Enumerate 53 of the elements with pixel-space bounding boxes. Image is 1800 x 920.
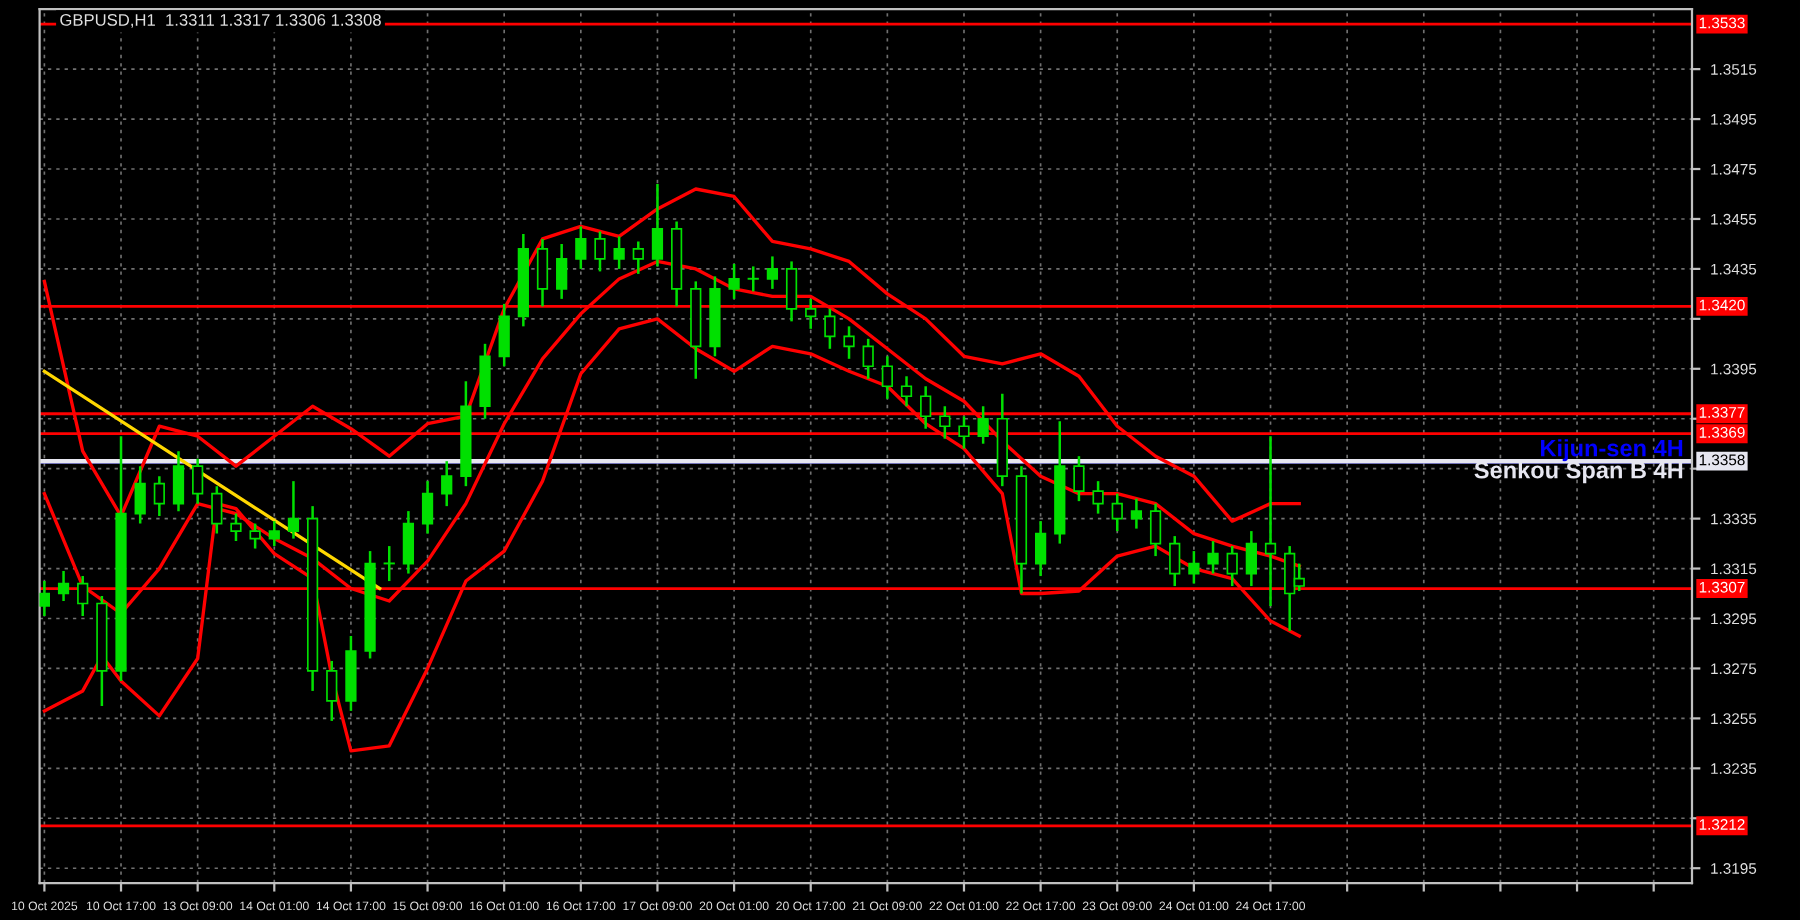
candlestick bbox=[613, 235, 625, 271]
candlestick bbox=[1245, 529, 1257, 588]
candlestick bbox=[383, 544, 395, 583]
candlestick bbox=[57, 569, 70, 603]
candlestick bbox=[556, 242, 568, 301]
candlestick bbox=[1264, 434, 1277, 608]
candlestick bbox=[1207, 539, 1219, 575]
candlestick bbox=[421, 479, 434, 535]
candlestick bbox=[900, 375, 913, 408]
candlestick bbox=[536, 237, 549, 308]
candlestick bbox=[153, 474, 165, 518]
candlestick bbox=[785, 260, 798, 323]
candlestick bbox=[651, 182, 664, 268]
candlestick bbox=[287, 479, 300, 540]
candlestick bbox=[1226, 544, 1238, 588]
candlestick bbox=[958, 414, 970, 450]
candlestick bbox=[1169, 534, 1181, 588]
candlestick bbox=[862, 337, 874, 381]
candlestick bbox=[728, 262, 740, 301]
candlestick bbox=[632, 240, 644, 276]
candlestick bbox=[249, 522, 261, 550]
candlestick bbox=[843, 325, 855, 361]
candlestick bbox=[1092, 479, 1104, 515]
candlestick bbox=[824, 307, 836, 351]
candlestick bbox=[766, 255, 779, 291]
candlestick bbox=[1073, 454, 1085, 503]
candlestick bbox=[805, 297, 817, 331]
candlestick bbox=[326, 659, 338, 723]
candlestick bbox=[1188, 549, 1200, 585]
candlestick bbox=[402, 509, 415, 575]
candlestick bbox=[211, 484, 223, 535]
candlestick bbox=[192, 457, 204, 505]
candlestick bbox=[230, 512, 242, 543]
candlestick bbox=[747, 265, 759, 293]
annotation: Kijun-sen 4H bbox=[1541, 439, 1683, 462]
candlestick bbox=[939, 405, 951, 440]
candlestick bbox=[268, 519, 280, 548]
candlestick bbox=[920, 385, 932, 430]
candlestick bbox=[134, 464, 146, 525]
candlestick bbox=[498, 302, 510, 368]
candlestick bbox=[1130, 497, 1143, 530]
candlestick bbox=[1034, 519, 1047, 578]
candlestick bbox=[1149, 502, 1162, 558]
candlestick bbox=[881, 355, 893, 400]
candlestick bbox=[594, 230, 606, 273]
candlestick bbox=[39, 579, 51, 618]
candlestick bbox=[575, 225, 587, 271]
candlestick bbox=[172, 449, 185, 513]
candlestick bbox=[977, 405, 989, 445]
candlestick bbox=[77, 574, 89, 618]
candlestick bbox=[441, 459, 453, 508]
candlestick bbox=[1111, 492, 1123, 533]
chart-title: GBPUSD,H1 1.3311 1.3317 1.3306 1.3308 bbox=[60, 14, 381, 28]
